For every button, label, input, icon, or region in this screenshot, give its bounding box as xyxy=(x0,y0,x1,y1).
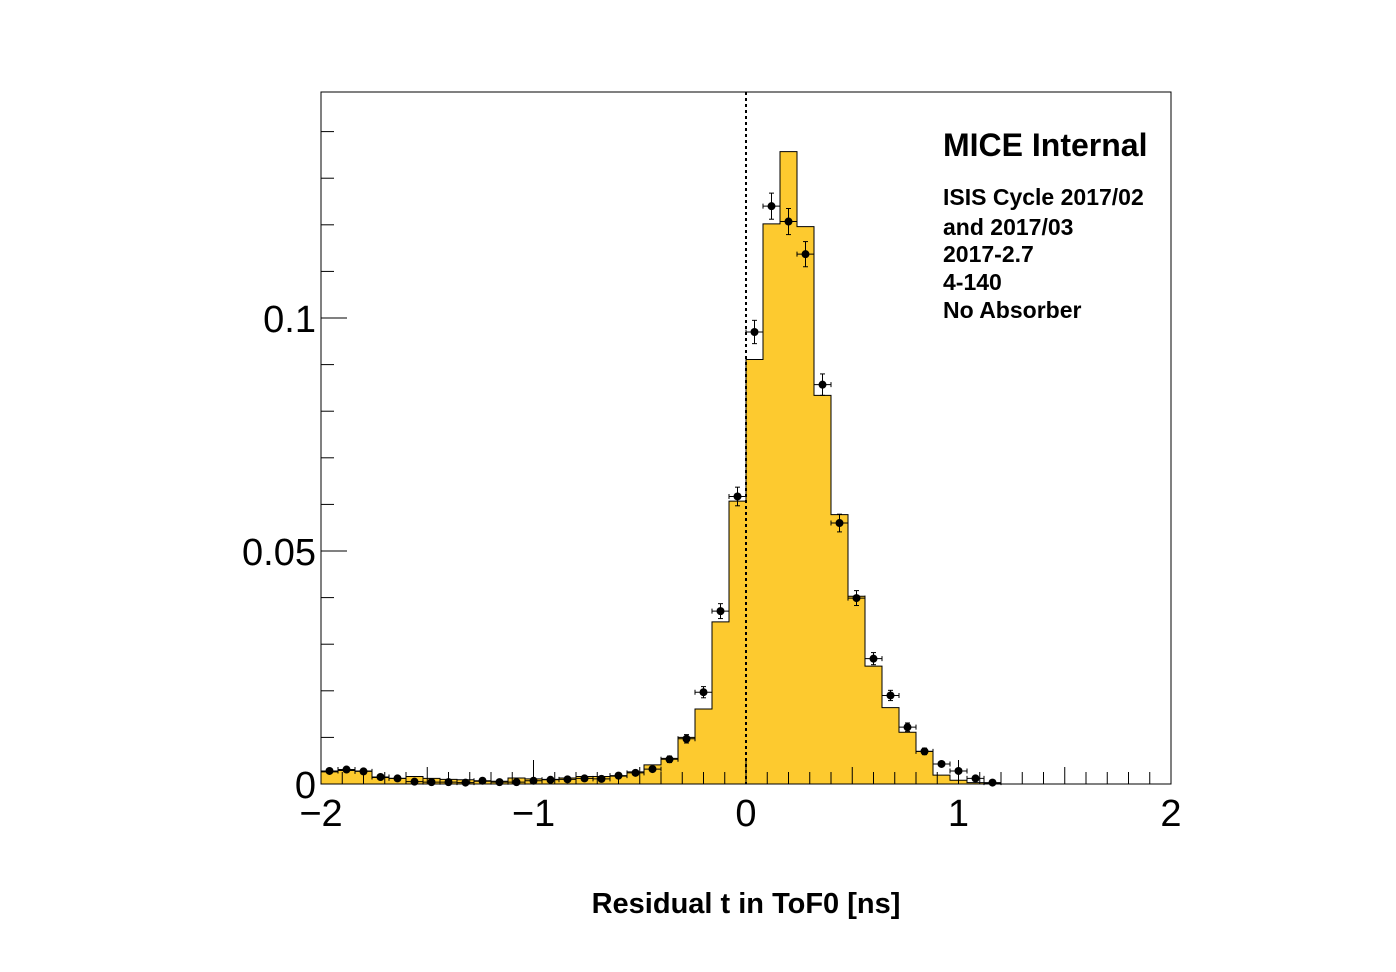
histogram-bar xyxy=(899,732,916,784)
annotation-line-1: ISIS Cycle 2017/02 xyxy=(943,184,1144,210)
annotation-line-2: and 2017/03 xyxy=(943,214,1073,240)
x-tick-label: −1 xyxy=(512,793,555,835)
y-tick-label: 0.05 xyxy=(242,532,316,574)
histogram-layer xyxy=(320,151,1002,785)
histogram-bar xyxy=(814,395,831,784)
histogram-bar xyxy=(644,764,661,784)
data-point xyxy=(490,778,509,787)
annotation-background xyxy=(930,100,1170,323)
histogram-bar xyxy=(661,758,678,784)
data-point xyxy=(779,207,798,236)
data-point xyxy=(847,590,866,607)
data-point xyxy=(898,722,917,732)
data-point xyxy=(915,747,934,756)
data-point xyxy=(694,686,713,699)
histogram-bar xyxy=(933,775,950,784)
data-point xyxy=(864,652,883,666)
histogram-outline xyxy=(320,151,1002,785)
data-point xyxy=(745,319,764,345)
histogram-bar xyxy=(865,666,882,784)
annotation-line-3: 2017-2.7 xyxy=(943,241,1034,267)
y-tick-label: 0 xyxy=(295,765,316,807)
histogram-bar xyxy=(321,771,338,784)
annotation-line-4: 4-140 xyxy=(943,269,1002,295)
data-point xyxy=(711,603,730,620)
data-point xyxy=(337,765,356,774)
histogram-bar xyxy=(882,707,899,784)
histogram-bar xyxy=(678,737,695,784)
x-tick-label: 0 xyxy=(735,793,756,835)
histogram-bar xyxy=(848,596,865,784)
data-point xyxy=(354,767,373,776)
data-point xyxy=(813,373,832,396)
annotation-title: MICE Internal xyxy=(943,127,1147,163)
histogram-bar xyxy=(712,621,729,784)
x-axis-title: Residual t in ToF0 [ns] xyxy=(592,888,901,920)
axes-layer: −2 −1 0 1 2 0 0.05 0.1 xyxy=(242,131,1182,835)
histogram-bar xyxy=(831,514,848,784)
data-point xyxy=(983,778,1002,787)
annotation-line-5: No Absorber xyxy=(943,297,1081,323)
data-point xyxy=(643,765,662,774)
histogram-bar xyxy=(916,751,933,784)
data-points-layer xyxy=(320,192,1002,787)
data-point xyxy=(660,755,679,764)
histogram-bar xyxy=(695,708,712,784)
histogram-bar xyxy=(797,226,814,784)
x-tick-label: −2 xyxy=(299,793,342,835)
histogram-bar xyxy=(746,359,763,784)
data-point xyxy=(558,775,577,784)
x-tick-label: 1 xyxy=(948,793,969,835)
data-point xyxy=(762,192,781,220)
data-point xyxy=(830,513,849,533)
y-tick-label: 0.1 xyxy=(263,299,316,341)
data-point xyxy=(932,759,951,768)
data-point xyxy=(966,774,985,783)
histogram-bar xyxy=(729,501,746,784)
data-point xyxy=(796,241,815,268)
histogram-bar xyxy=(763,223,780,784)
x-tick-label: 2 xyxy=(1160,793,1181,835)
data-point xyxy=(371,773,390,782)
data-point xyxy=(881,689,900,702)
data-point xyxy=(677,734,696,744)
histogram-bar xyxy=(967,782,984,784)
data-point xyxy=(626,768,645,777)
histogram-bar xyxy=(780,151,797,784)
